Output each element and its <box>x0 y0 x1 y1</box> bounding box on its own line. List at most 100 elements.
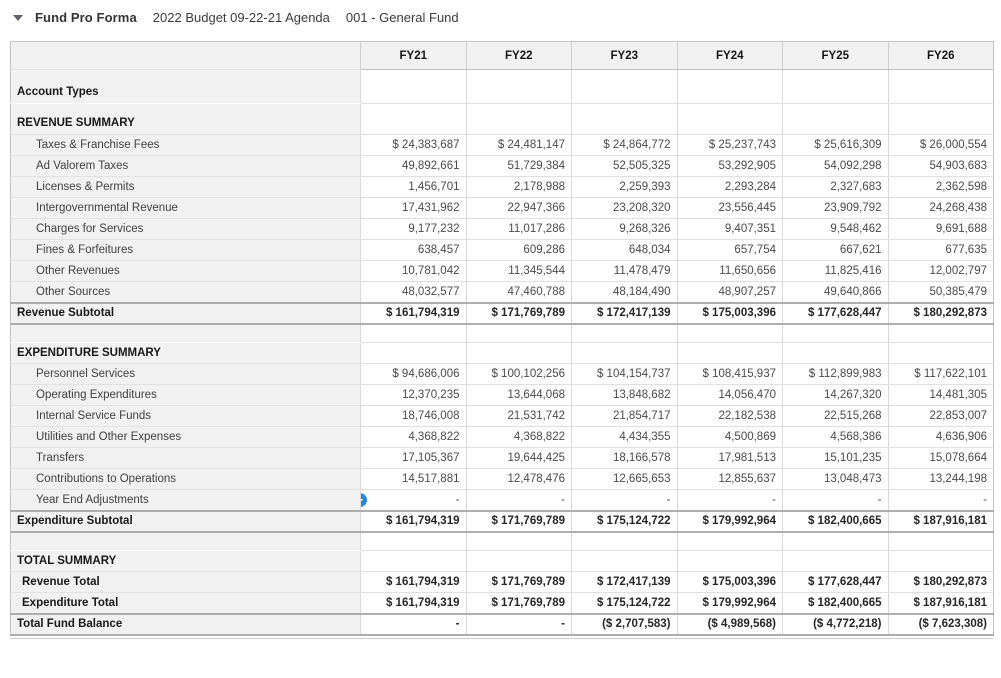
value-cell[interactable]: 50,385,479 <box>887 281 994 303</box>
value-cell[interactable]: 4,636,906 <box>887 426 994 448</box>
value-cell[interactable]: 22,515,268 <box>782 405 888 427</box>
value-cell[interactable]: $ 100,102,256 <box>465 363 572 385</box>
value-cell[interactable]: 54,092,298 <box>782 155 888 177</box>
value-cell[interactable]: 11,017,286 <box>465 218 572 240</box>
value-cell[interactable]: 11,345,544 <box>465 260 572 282</box>
value-cell[interactable]: $ 26,000,554 <box>887 134 994 156</box>
value-cell[interactable]: 2,259,393 <box>571 176 677 198</box>
value-cell[interactable]: 18,746,008 <box>360 405 466 427</box>
value-cell[interactable]: ($ 7,623,308) <box>887 612 994 636</box>
value-cell[interactable]: 2,293,284 <box>676 176 783 198</box>
value-cell[interactable]: 4,434,355 <box>571 426 677 448</box>
value-cell[interactable]: 49,640,866 <box>782 281 888 303</box>
value-cell[interactable]: 4,368,822 <box>360 426 466 448</box>
value-cell[interactable]: 9,407,351 <box>676 218 783 240</box>
value-cell[interactable]: $ 175,003,396 <box>676 301 783 325</box>
value-cell[interactable]: 10,781,042 <box>360 260 466 282</box>
value-cell[interactable]: $ 175,003,396 <box>676 571 783 593</box>
value-cell[interactable]: $ 171,769,789 <box>465 509 572 533</box>
value-cell[interactable]: 22,182,538 <box>676 405 783 427</box>
value-cell[interactable]: $ 177,628,447 <box>782 571 888 593</box>
value-cell[interactable]: ($ 4,772,218) <box>782 612 888 636</box>
value-cell[interactable]: - <box>782 489 888 511</box>
dropdown-circle-icon[interactable] <box>361 493 367 507</box>
value-cell[interactable]: 23,208,320 <box>571 197 677 219</box>
value-cell[interactable]: 2,362,598 <box>887 176 994 198</box>
value-cell[interactable]: 9,268,326 <box>571 218 677 240</box>
value-cell[interactable]: 17,981,513 <box>676 447 783 469</box>
value-cell[interactable]: 51,729,384 <box>465 155 572 177</box>
value-cell[interactable]: $ 94,686,006 <box>360 363 466 385</box>
value-cell[interactable]: 15,101,235 <box>782 447 888 469</box>
value-cell[interactable]: $ 175,124,722 <box>571 592 677 614</box>
value-cell[interactable]: $ 172,417,139 <box>571 571 677 593</box>
value-cell[interactable]: 48,184,490 <box>571 281 677 303</box>
value-cell[interactable]: $ 108,415,937 <box>676 363 783 385</box>
value-cell[interactable]: $ 171,769,789 <box>465 301 572 325</box>
value-cell[interactable]: 648,034 <box>571 239 677 261</box>
value-cell[interactable]: $ 24,481,147 <box>465 134 572 156</box>
value-cell[interactable]: $ 24,383,687 <box>360 134 466 156</box>
value-cell[interactable]: $ 104,154,737 <box>571 363 677 385</box>
value-cell[interactable]: 12,855,637 <box>676 468 783 490</box>
value-cell[interactable]: 14,056,470 <box>676 384 783 406</box>
value-cell[interactable]: 53,292,905 <box>676 155 783 177</box>
value-cell[interactable]: $ 161,794,319 <box>360 571 466 593</box>
collapse-caret-icon[interactable] <box>13 14 23 21</box>
value-cell[interactable]: 21,531,742 <box>465 405 572 427</box>
value-cell[interactable]: $ 180,292,873 <box>887 301 994 325</box>
value-cell[interactable]: $ 175,124,722 <box>571 509 677 533</box>
value-cell[interactable]: 2,178,988 <box>465 176 572 198</box>
value-cell[interactable]: 11,825,416 <box>782 260 888 282</box>
value-cell[interactable]: $ 161,794,319 <box>360 301 466 325</box>
value-cell[interactable]: 18,166,578 <box>571 447 677 469</box>
value-cell[interactable]: 9,691,688 <box>887 218 994 240</box>
value-cell[interactable]: 14,481,305 <box>887 384 994 406</box>
value-cell[interactable]: 54,903,683 <box>887 155 994 177</box>
value-cell[interactable]: 15,078,664 <box>887 447 994 469</box>
value-cell[interactable]: $ 182,400,665 <box>782 509 888 533</box>
value-cell[interactable]: $ 171,769,789 <box>465 571 572 593</box>
value-cell[interactable]: 11,478,479 <box>571 260 677 282</box>
value-cell[interactable]: $ 187,916,181 <box>887 592 994 614</box>
value-cell[interactable]: 13,244,198 <box>887 468 994 490</box>
value-cell[interactable]: $ 25,616,309 <box>782 134 888 156</box>
value-cell[interactable]: 9,548,462 <box>782 218 888 240</box>
value-cell[interactable]: $ 24,864,772 <box>571 134 677 156</box>
value-cell[interactable]: 23,909,792 <box>782 197 888 219</box>
value-cell[interactable]: 49,892,661 <box>360 155 466 177</box>
value-cell[interactable]: 23,556,445 <box>676 197 783 219</box>
value-cell[interactable]: $ 179,992,964 <box>676 509 783 533</box>
value-cell[interactable]: 12,370,235 <box>360 384 466 406</box>
value-cell[interactable]: 19,644,425 <box>465 447 572 469</box>
value-cell[interactable]: $ 179,992,964 <box>676 592 783 614</box>
value-cell[interactable]: $ 25,237,743 <box>676 134 783 156</box>
value-cell[interactable]: $ 161,794,319 <box>360 509 466 533</box>
value-cell[interactable]: 13,644,068 <box>465 384 572 406</box>
value-cell[interactable]: $ 161,794,319 <box>360 592 466 614</box>
value-cell[interactable]: 24,268,438 <box>887 197 994 219</box>
value-cell[interactable]: 677,635 <box>887 239 994 261</box>
value-cell[interactable]: $ 182,400,665 <box>782 592 888 614</box>
value-cell[interactable]: 11,650,656 <box>676 260 783 282</box>
value-cell[interactable]: $ 187,916,181 <box>887 509 994 533</box>
value-cell[interactable]: - <box>465 489 572 511</box>
value-cell[interactable]: $ 112,899,983 <box>782 363 888 385</box>
value-cell[interactable]: $ 177,628,447 <box>782 301 888 325</box>
value-cell[interactable]: 638,457 <box>360 239 466 261</box>
value-cell[interactable]: 14,267,320 <box>782 384 888 406</box>
value-cell[interactable]: 13,048,473 <box>782 468 888 490</box>
value-cell[interactable]: 4,500,869 <box>676 426 783 448</box>
value-cell[interactable]: - <box>465 612 572 636</box>
value-cell[interactable]: 14,517,881 <box>360 468 466 490</box>
value-cell[interactable]: 1,456,701 <box>360 176 466 198</box>
value-cell[interactable]: 48,032,577 <box>360 281 466 303</box>
value-cell[interactable]: - <box>360 489 466 511</box>
value-cell[interactable]: 17,431,962 <box>360 197 466 219</box>
value-cell[interactable]: 2,327,683 <box>782 176 888 198</box>
value-cell[interactable]: 12,665,653 <box>571 468 677 490</box>
value-cell[interactable]: $ 117,622,101 <box>887 363 994 385</box>
value-cell[interactable]: 657,754 <box>676 239 783 261</box>
value-cell[interactable]: 52,505,325 <box>571 155 677 177</box>
value-cell[interactable]: 12,002,797 <box>887 260 994 282</box>
